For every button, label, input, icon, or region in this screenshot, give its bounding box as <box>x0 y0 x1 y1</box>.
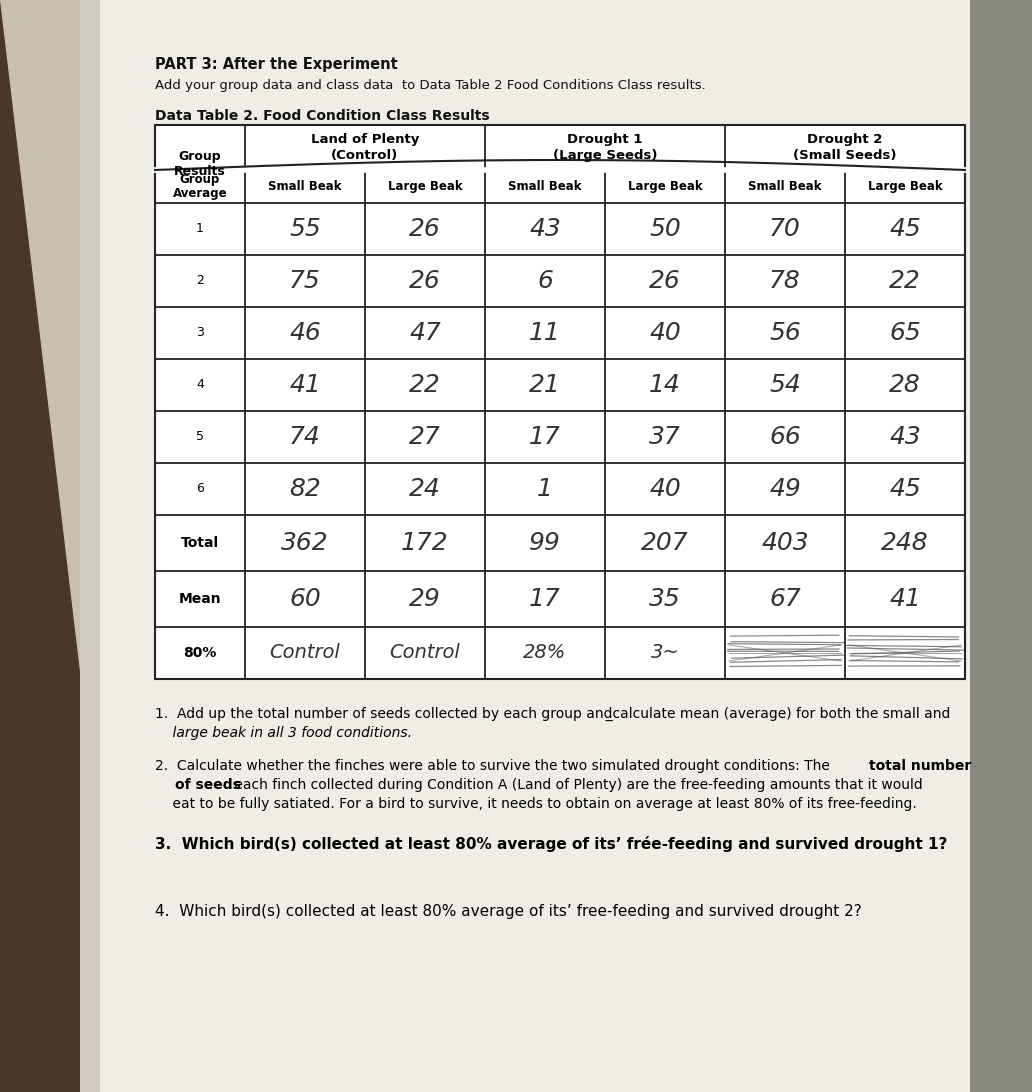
Text: 2.  Calculate whether the finches were able to survive the two simulated drought: 2. Calculate whether the finches were ab… <box>155 759 834 773</box>
Text: 65: 65 <box>890 321 921 345</box>
Text: 362: 362 <box>281 531 329 555</box>
Text: PART 3: After the Experiment: PART 3: After the Experiment <box>155 57 397 72</box>
Text: Large Beak: Large Beak <box>627 180 703 193</box>
Text: of seeds: of seeds <box>175 778 240 792</box>
Text: 14: 14 <box>649 373 681 397</box>
Text: 21: 21 <box>529 373 560 397</box>
Text: 50: 50 <box>649 217 681 241</box>
Text: 172: 172 <box>401 531 449 555</box>
Text: 1: 1 <box>537 477 553 501</box>
Text: 37: 37 <box>649 425 681 449</box>
Text: 3~: 3~ <box>650 643 679 663</box>
Text: 26: 26 <box>649 269 681 293</box>
FancyBboxPatch shape <box>155 124 965 679</box>
Text: 3.  Which bird(s) collected at least 80% average of its’ frée-feeding and surviv: 3. Which bird(s) collected at least 80% … <box>155 836 947 852</box>
Text: Land of Plenty
(Control): Land of Plenty (Control) <box>311 133 419 162</box>
Text: 82: 82 <box>289 477 321 501</box>
Text: 6: 6 <box>196 483 204 496</box>
Text: 2: 2 <box>196 274 204 287</box>
Text: 66: 66 <box>769 425 801 449</box>
Text: 27: 27 <box>409 425 441 449</box>
Text: Mean: Mean <box>179 592 221 606</box>
Text: Add your group data and class data  to Data Table 2 Food Conditions Class result: Add your group data and class data to Da… <box>155 79 706 92</box>
Text: 22: 22 <box>890 269 921 293</box>
Text: Group
Average: Group Average <box>172 173 227 201</box>
Text: 41: 41 <box>289 373 321 397</box>
Text: 47: 47 <box>409 321 441 345</box>
Text: 1: 1 <box>196 223 204 236</box>
Text: Large Beak: Large Beak <box>388 180 462 193</box>
Text: 80%: 80% <box>184 646 217 660</box>
Text: 43: 43 <box>890 425 921 449</box>
Text: Small Beak: Small Beak <box>268 180 342 193</box>
Text: 40: 40 <box>649 321 681 345</box>
Text: 78: 78 <box>769 269 801 293</box>
Text: 22: 22 <box>409 373 441 397</box>
Text: eat to be fully satiated. For a bird to survive, it needs to obtain on average a: eat to be fully satiated. For a bird to … <box>155 797 916 811</box>
Text: 41: 41 <box>890 587 921 612</box>
Text: 45: 45 <box>890 217 921 241</box>
Text: 17: 17 <box>529 587 560 612</box>
Text: Large Beak: Large Beak <box>868 180 942 193</box>
Text: Group
Results: Group Results <box>174 150 226 178</box>
Text: 4: 4 <box>196 379 204 392</box>
Text: 11: 11 <box>529 321 560 345</box>
Text: 40: 40 <box>649 477 681 501</box>
Text: Small Beak: Small Beak <box>508 180 582 193</box>
Text: 24: 24 <box>409 477 441 501</box>
Text: 35: 35 <box>649 587 681 612</box>
Text: Total: Total <box>181 536 219 550</box>
Text: 74: 74 <box>289 425 321 449</box>
Text: 26: 26 <box>409 217 441 241</box>
Text: 28%: 28% <box>523 643 567 663</box>
Text: Control: Control <box>390 643 460 663</box>
Text: 60: 60 <box>289 587 321 612</box>
Text: Control: Control <box>269 643 341 663</box>
Text: 3: 3 <box>196 327 204 340</box>
Text: 207: 207 <box>641 531 688 555</box>
Text: 49: 49 <box>769 477 801 501</box>
Text: 403: 403 <box>762 531 809 555</box>
Text: 67: 67 <box>769 587 801 612</box>
Text: 26: 26 <box>409 269 441 293</box>
Text: 46: 46 <box>289 321 321 345</box>
Text: 75: 75 <box>289 269 321 293</box>
Polygon shape <box>950 0 1032 1092</box>
Polygon shape <box>90 0 970 1092</box>
Text: each finch collected during Condition A (Land of Plenty) are the free-feeding am: each finch collected during Condition A … <box>230 778 923 792</box>
Text: 99: 99 <box>529 531 560 555</box>
Text: 28: 28 <box>890 373 921 397</box>
Text: 1.  Add up the total number of seeds collected by each group and̲calculate mean : 1. Add up the total number of seeds coll… <box>155 707 950 721</box>
Text: Small Beak: Small Beak <box>748 180 821 193</box>
Text: 70: 70 <box>769 217 801 241</box>
Text: 45: 45 <box>890 477 921 501</box>
Polygon shape <box>80 0 100 1092</box>
Text: 56: 56 <box>769 321 801 345</box>
Text: 17: 17 <box>529 425 560 449</box>
Text: Data Table 2. Food Condition Class Results: Data Table 2. Food Condition Class Resul… <box>155 109 489 123</box>
Text: 248: 248 <box>881 531 929 555</box>
Text: 55: 55 <box>289 217 321 241</box>
Text: 6: 6 <box>537 269 553 293</box>
Text: 5: 5 <box>196 430 204 443</box>
Text: large beak in all 3 food conditions.: large beak in all 3 food conditions. <box>155 726 412 740</box>
Text: Drought 2
(Small Seeds): Drought 2 (Small Seeds) <box>794 133 897 162</box>
Text: 4.  Which bird(s) collected at least 80% average of its’ free-feeding and surviv: 4. Which bird(s) collected at least 80% … <box>155 904 862 919</box>
Text: 29: 29 <box>409 587 441 612</box>
Text: 54: 54 <box>769 373 801 397</box>
Text: total number: total number <box>869 759 971 773</box>
Text: 43: 43 <box>529 217 560 241</box>
Text: Drought 1
(Large Seeds): Drought 1 (Large Seeds) <box>553 133 657 162</box>
Polygon shape <box>0 0 130 1092</box>
